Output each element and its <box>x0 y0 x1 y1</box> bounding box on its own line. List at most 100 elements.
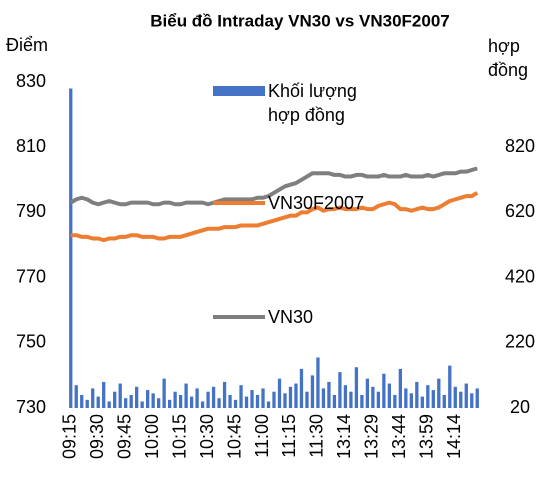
volume-bar <box>91 388 95 408</box>
volume-bar <box>239 385 243 408</box>
volume-bar <box>409 393 413 408</box>
x-tick-label: 09:15 <box>59 414 79 459</box>
volume-bar <box>200 401 205 408</box>
y-tick-label: 830 <box>16 71 46 91</box>
volume-bar <box>102 381 106 408</box>
volume-bar <box>162 378 166 408</box>
volume-bar <box>321 388 326 408</box>
volume-bar <box>299 368 304 408</box>
x-tick-label: 11:30 <box>307 414 327 458</box>
volume-bar <box>354 367 359 408</box>
volume-bar <box>448 365 452 408</box>
y-axis-title: Điểm <box>6 35 48 55</box>
volume-bar <box>233 399 238 408</box>
volume-bar <box>442 394 446 408</box>
volume-bar <box>146 390 150 408</box>
volume-bar <box>398 368 402 408</box>
volume-bar <box>255 394 260 408</box>
legend-swatch <box>213 86 265 96</box>
volume-bar <box>107 401 111 408</box>
volume-bar <box>404 388 408 408</box>
volume-bar <box>118 383 122 408</box>
volume-bar <box>310 375 315 408</box>
x-tick-label: 13:14 <box>334 414 354 459</box>
volume-bar <box>332 394 337 408</box>
volume-bar <box>360 394 364 408</box>
volume-bar <box>453 386 457 408</box>
volume-bar <box>415 381 419 408</box>
y-tick-label: 770 <box>16 266 46 286</box>
volume-bar <box>113 391 117 408</box>
volume-bar <box>327 381 331 408</box>
x-tick-label: 13:44 <box>389 414 409 459</box>
volume-bar <box>167 399 172 408</box>
volume-bar <box>189 396 194 408</box>
volume-bar <box>80 394 84 408</box>
x-tick-label: 10:45 <box>224 414 244 459</box>
y2-tick-label: 820 <box>505 136 535 156</box>
volume-bar <box>475 388 479 408</box>
volume-bar <box>464 383 468 408</box>
volume-bar <box>228 394 232 408</box>
volume-bar <box>173 391 177 408</box>
volume-bar <box>431 390 435 408</box>
line-series <box>70 191 479 243</box>
volume-bar <box>371 386 375 408</box>
volume-bar <box>184 383 188 408</box>
volume-bar <box>85 399 89 408</box>
y2-tick-label: 420 <box>505 266 535 286</box>
y-tick-label: 790 <box>16 201 46 221</box>
line-series <box>69 166 478 207</box>
volume-bar <box>222 381 227 408</box>
volume-bar <box>316 357 320 408</box>
volume-bar <box>124 398 128 408</box>
volume-bar <box>426 385 430 408</box>
x-tick-label: 13:29 <box>362 414 382 459</box>
x-tick-label: 09:45 <box>114 414 134 459</box>
volume-bar <box>261 388 265 408</box>
volume-bar <box>437 378 441 408</box>
volume-bar <box>288 386 293 408</box>
y-tick-label: 810 <box>16 136 46 156</box>
x-tick-label: 11:00 <box>252 414 272 458</box>
y2-tick-label: 620 <box>505 201 535 221</box>
volume-bar <box>211 386 216 408</box>
x-tick-label: 09:30 <box>87 414 107 459</box>
volume-bar <box>387 383 392 408</box>
legend-label: VN30F2007 <box>268 193 365 213</box>
legend-label: Khối lượng hợp đồng <box>268 81 357 125</box>
x-tick-label: 10:30 <box>197 414 217 459</box>
volume-bar <box>420 396 424 408</box>
y2-tick-label: 220 <box>505 332 535 352</box>
volume-bar <box>217 398 221 408</box>
volume-bar <box>382 373 386 408</box>
volume-bar <box>283 393 287 408</box>
volume-bar <box>250 390 254 408</box>
volume-bar <box>129 394 133 408</box>
volume-bar <box>272 391 276 408</box>
volume-bar <box>135 386 139 408</box>
volume-bar <box>365 378 370 408</box>
volume-bar <box>343 385 348 408</box>
volume-bar <box>151 393 155 408</box>
volume-bar <box>393 394 397 408</box>
y2-tick-label: 20 <box>510 397 530 417</box>
y2-axis-title: hợp đồng <box>488 36 529 80</box>
volume-bar <box>305 391 309 408</box>
chart-title: Biểu đồ Intraday VN30 vs VN30F2007 <box>150 11 450 30</box>
volume-bar <box>376 391 381 408</box>
volume-bar <box>294 383 298 408</box>
volume-bar <box>156 398 161 408</box>
legend-label: VN30 <box>268 307 314 327</box>
volume-bar <box>244 396 249 408</box>
volume-bar <box>140 401 144 408</box>
volume-bar <box>266 401 271 408</box>
volume-bar <box>206 391 210 408</box>
volume-bar <box>96 396 100 408</box>
volume-bar <box>459 391 463 408</box>
volume-bar <box>69 88 73 409</box>
x-tick-label: 10:15 <box>169 414 189 459</box>
volume-bar <box>178 394 183 408</box>
